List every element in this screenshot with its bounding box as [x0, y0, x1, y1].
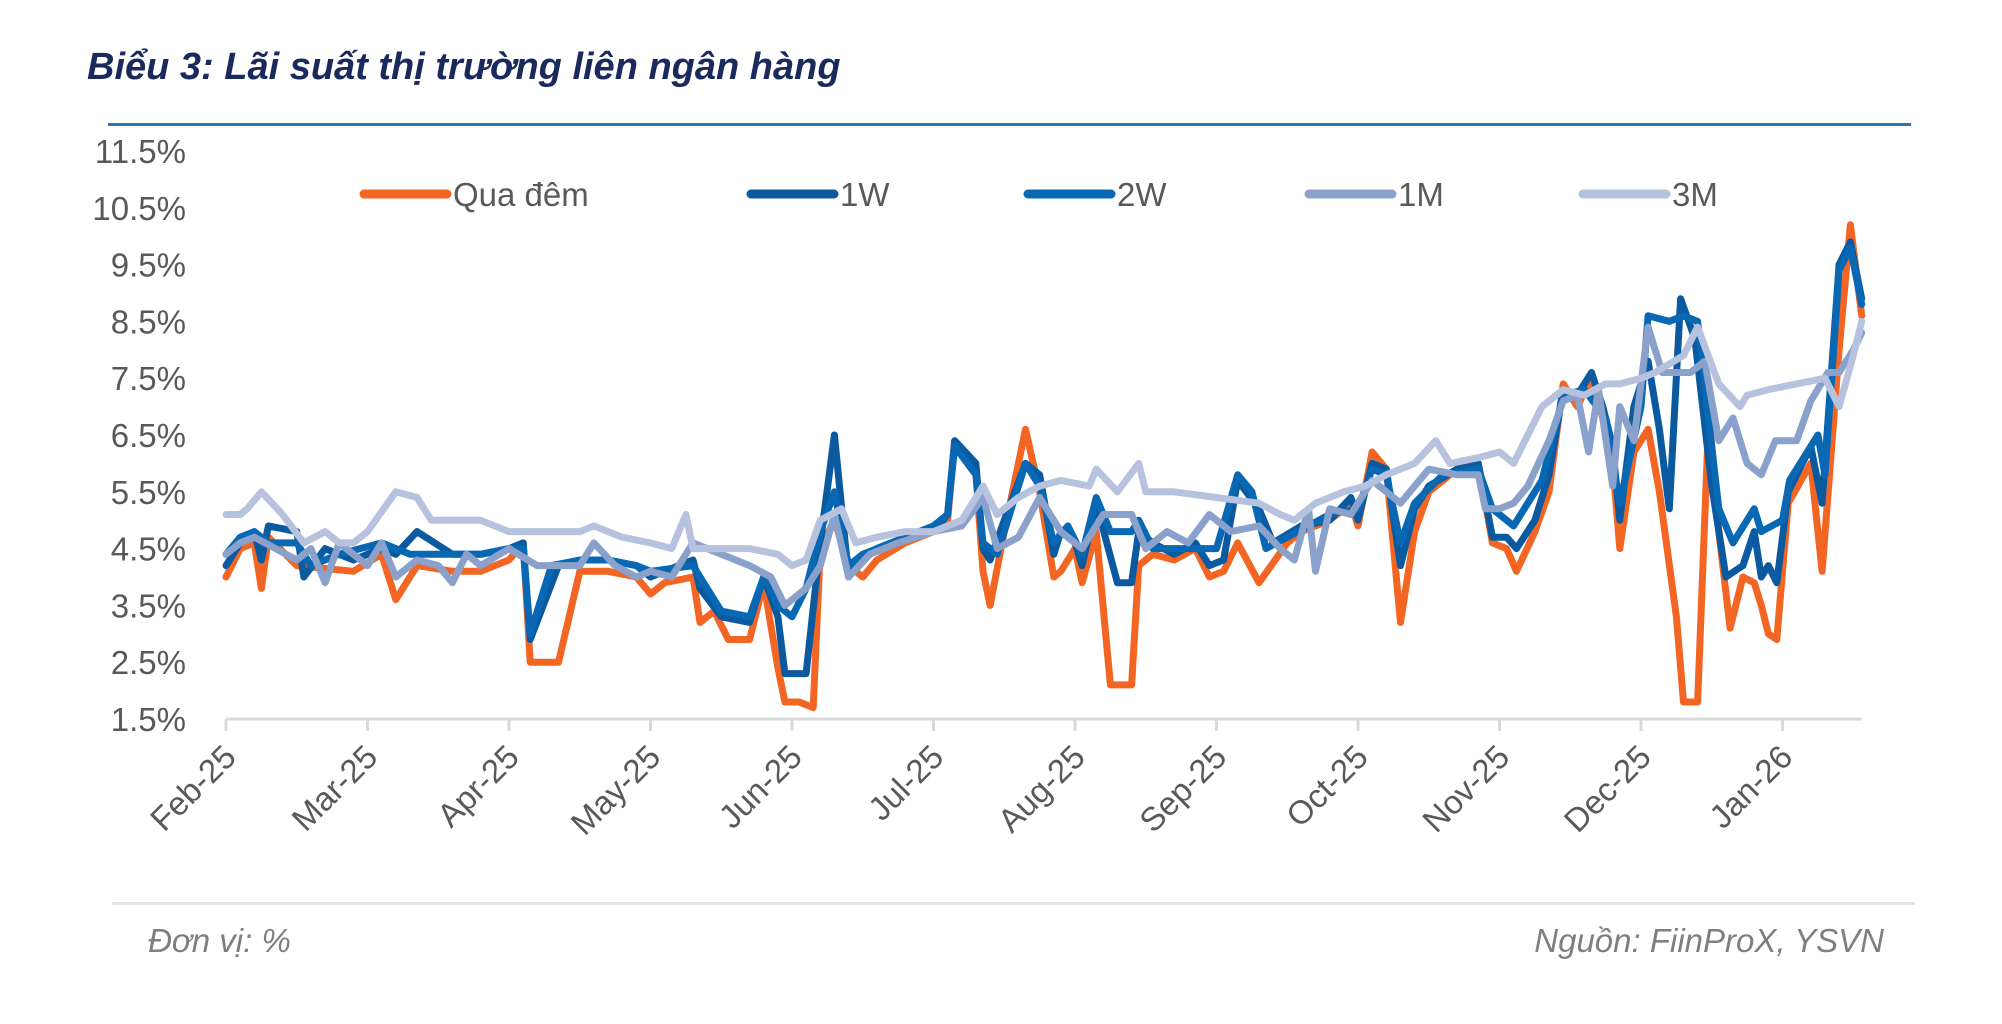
y-tick-label: 3.5% [111, 587, 186, 624]
y-tick-label: 1.5% [111, 701, 186, 738]
x-axis: Feb-25 Mar-25 Apr-25 May-25 Jun-25 Jul-25 Aug-… [143, 717, 1862, 842]
series-line-1m [222, 323, 1866, 609]
y-tick-label: 10.5% [92, 190, 186, 227]
title-divider [108, 123, 1911, 126]
x-tick-label: Feb-25 [143, 738, 243, 838]
footer-divider [112, 902, 1915, 905]
y-tick-label: 5.5% [111, 474, 186, 511]
series-lines [222, 221, 1866, 712]
x-tick-label: Oct-25 [1279, 738, 1375, 834]
legend-label: 2W [1117, 176, 1167, 213]
y-tick-label: 8.5% [111, 303, 186, 340]
unit-note: Đơn vị: % [148, 922, 291, 959]
x-tick-label: Nov-25 [1415, 738, 1516, 839]
x-tick-label: May-25 [563, 738, 667, 842]
series-line-3m [222, 317, 1866, 570]
y-tick-label: 6.5% [111, 417, 186, 454]
legend-label: Qua đêm [453, 176, 589, 213]
x-tick-label: Dec-25 [1557, 738, 1658, 839]
legend-label: 1W [840, 176, 890, 213]
y-tick-label: 9.5% [111, 247, 186, 284]
series-line-qua-đêm [222, 221, 1866, 712]
x-tick-label: Apr-25 [430, 738, 526, 834]
x-tick-label: Aug-25 [991, 738, 1092, 839]
legend-label: 3M [1672, 176, 1718, 213]
y-tick-label: 11.5% [95, 133, 186, 170]
x-tick-label: Jul-25 [861, 738, 951, 828]
y-tick-label: 2.5% [111, 644, 186, 681]
chart-title: Biểu 3: Lãi suất thị trường liên ngân hà… [87, 46, 841, 88]
x-tick-label: Jan-26 [1702, 738, 1800, 836]
x-tick-label: Sep-25 [1132, 738, 1233, 839]
y-tick-label: 7.5% [111, 360, 186, 397]
y-axis: 11.5% 10.5% 9.5% 8.5% 7.5% 6.5% 5.5% 4.5% 3.5% 2.… [92, 133, 186, 738]
y-tick-label: 4.5% [111, 531, 186, 568]
legend-label: 1M [1398, 176, 1444, 213]
x-tick-label: Mar-25 [284, 738, 384, 838]
source-note: Nguồn: FiinProX, YSVN [1534, 922, 1884, 959]
legend: Qua đêm 1W 2W 1M 3M [359, 176, 1718, 213]
x-tick-label: Jun-25 [711, 738, 809, 836]
